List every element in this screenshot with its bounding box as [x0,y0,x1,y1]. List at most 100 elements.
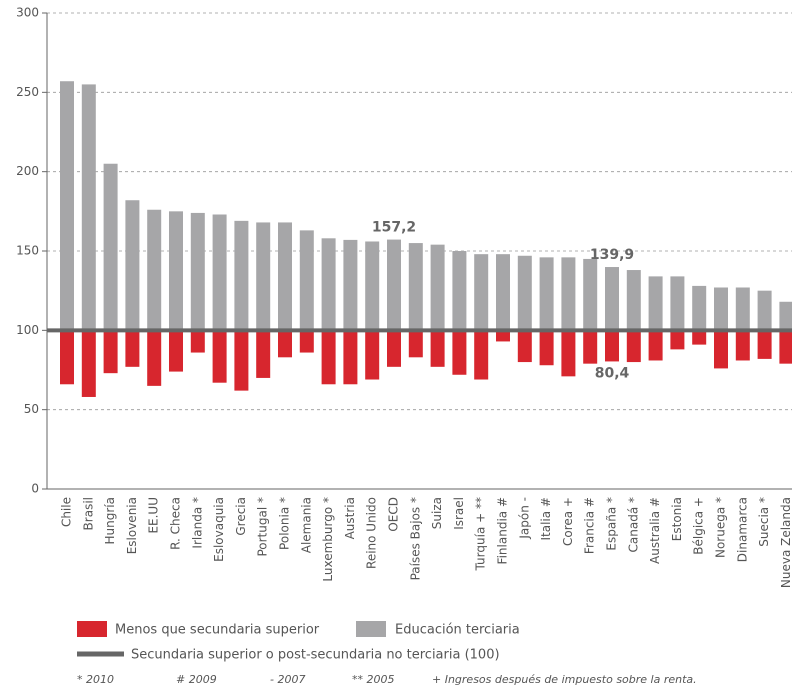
bar [474,254,489,331]
bar [343,330,358,385]
bar [714,287,728,331]
x-tick-label: Nueva Zelanda [779,497,792,588]
bar [626,330,641,363]
x-tick-label: Reino Unido [365,497,379,569]
bar [343,239,358,331]
footnote: # 2009 [176,673,217,686]
x-tick-label: Francia # [583,497,597,554]
x-tick-label: Canadá * [626,497,640,552]
bar [408,330,423,358]
bar [81,330,96,397]
x-tick-label: Israel [452,497,466,530]
bar [387,239,401,331]
bar [496,330,510,342]
x-tick-label: OECD [387,497,401,532]
legend-label: Menos que secundaria superior [115,623,320,638]
bar [648,330,663,361]
bar [125,330,140,367]
legend-swatch [356,621,386,637]
bar [387,330,401,367]
bar [430,330,445,367]
bar [517,330,532,363]
x-tick-label: Chile [60,497,74,527]
x-tick-label: Austria [343,497,357,539]
x-tick-label: Suiza [430,497,444,529]
bar [474,330,489,380]
bar [692,330,707,345]
bar [60,81,74,331]
x-tick-label: Turquía + ** [474,497,488,571]
bar [735,287,750,331]
bar [539,330,554,366]
x-tick-label: Estonia [670,497,684,541]
footnote: ** 2005 [352,673,395,686]
x-tick-label: Bélgica + [692,497,706,555]
bar [670,330,685,350]
x-tick-label: Italia # [539,497,553,541]
bar [452,330,467,375]
bar [605,267,619,331]
bar [517,255,532,331]
bar [321,330,336,385]
x-tick-label: Eslovaquia [212,497,226,562]
bar [714,330,728,369]
footnote: + Ingresos después de impuesto sobre la … [432,673,697,686]
bar [452,251,467,331]
bar [190,212,205,331]
bar [278,330,292,358]
bar [125,200,140,331]
bar [626,270,641,331]
bar [670,276,685,331]
legend-swatch [77,621,107,637]
bar [212,214,227,331]
x-tick-label: Portugal * [256,497,270,557]
x-tick-label: Polonia * [278,497,292,550]
bar [103,163,118,331]
bar [779,330,792,364]
bar [539,257,554,331]
footnote: * 2010 [77,673,114,686]
bar [779,301,792,331]
x-tick-label: Irlanda * [190,497,204,549]
x-tick-label: Noruega * [714,497,728,558]
value-label: 157,2 [372,220,416,236]
x-tick-label: R. Checa [169,497,183,550]
y-tick-label: 200 [16,164,39,178]
bar [561,330,576,377]
x-tick-label: Japón - [517,497,531,540]
bar [365,241,380,331]
bar [757,290,772,331]
x-tick-label: España * [605,497,619,551]
y-tick-label: 300 [16,6,39,20]
bar [757,330,772,359]
bar [212,330,227,383]
bar [103,330,118,374]
bar [60,330,74,385]
bar [190,330,205,353]
x-tick-label: Australia # [648,497,662,564]
x-tick-label: Alemania [299,497,313,553]
bar [169,211,183,331]
bar [430,244,445,331]
bar [299,330,314,353]
bar [583,330,598,364]
x-tick-label: Corea + [561,497,575,546]
bar [321,238,336,331]
x-tick-label: Eslovenia [125,497,139,554]
y-tick-label: 100 [16,323,39,337]
bar [365,330,380,380]
bar [692,285,707,331]
bar [256,222,271,331]
bar [735,330,750,361]
legend-label: Secundaria superior o post-secundaria no… [131,648,500,663]
x-tick-label: Finlandia # [496,497,510,564]
x-tick-label: Dinamarca [735,497,749,562]
bar [147,209,162,331]
x-tick-label: Países Bajos * [408,497,422,580]
y-tick-label: 250 [16,85,39,99]
bar [496,254,510,331]
value-label: 80,4 [595,365,630,381]
bar [561,257,576,331]
bar [299,230,314,331]
